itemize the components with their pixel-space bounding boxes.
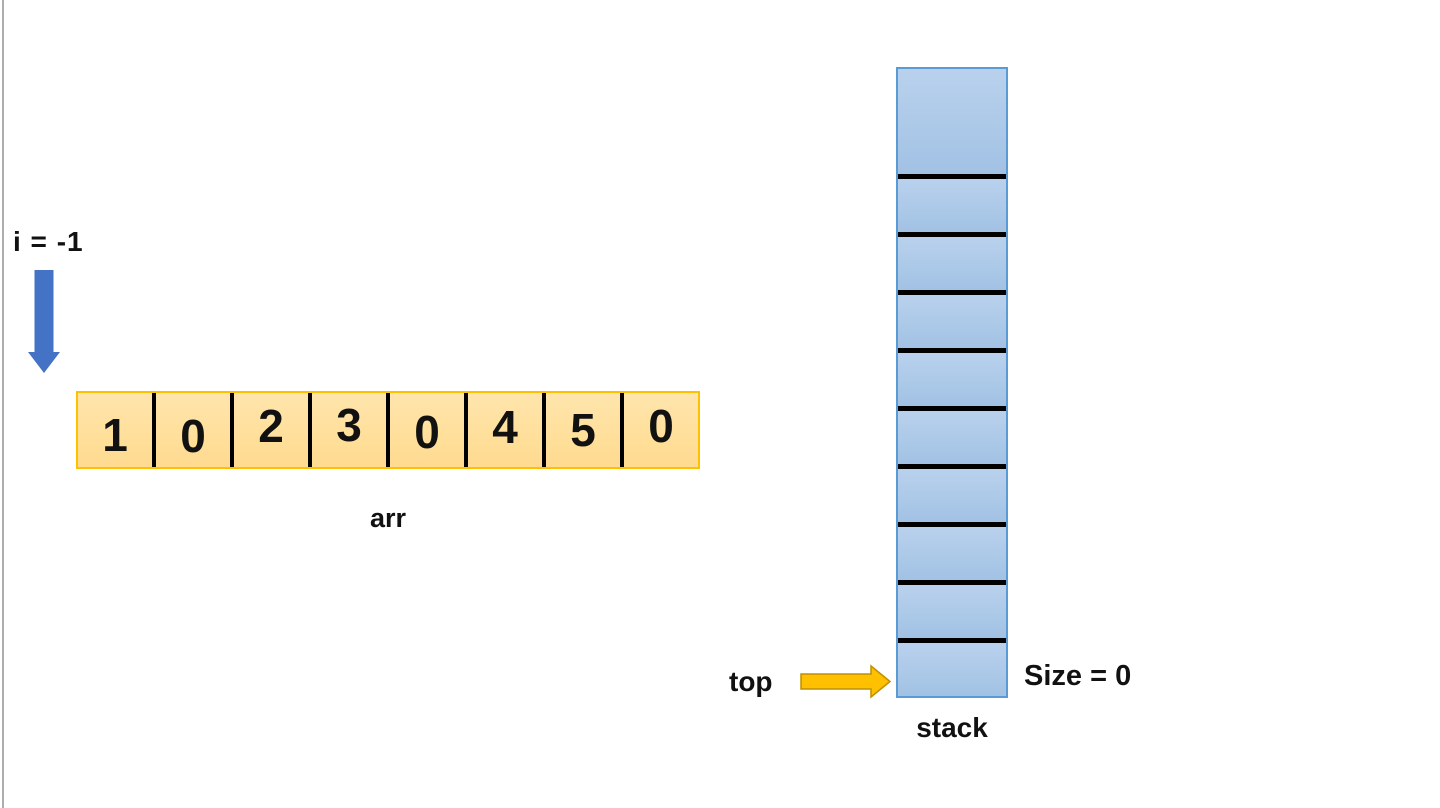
array-cell-value: 4 [492,401,518,453]
stack-cell [898,290,1006,348]
stack-cell [898,638,1006,696]
slide-left-border [2,0,4,808]
array-cell-value: 0 [180,410,206,462]
array-caption: arr [369,503,407,533]
top-pointer-label: top [729,666,773,697]
stack-cell [898,580,1006,638]
array-cell-value: 2 [258,400,284,452]
stack-cell [898,174,1006,232]
down-arrow-icon [28,270,60,373]
stack-cell [898,522,1006,580]
array-cell-value: 0 [648,400,674,452]
array-cell: 0 [624,393,698,467]
array-cell: 0 [156,393,234,467]
array-cell: 5 [546,393,624,467]
size-label: Size = 0 [1024,660,1132,692]
stack-cell [898,406,1006,464]
array-cell: 1 [78,393,156,467]
stack-cell [898,232,1006,290]
stack-cell [898,69,1006,174]
stack [896,67,1008,698]
index-pointer-label: i = -1 [13,226,84,257]
array-cell-value: 3 [336,399,362,451]
right-arrow-icon [800,664,892,699]
array-cell-value: 5 [570,404,596,456]
array-cell: 3 [312,393,390,467]
array-cell: 2 [234,393,312,467]
stack-cell [898,348,1006,406]
stack-caption: stack [916,712,988,743]
array-cell: 0 [390,393,468,467]
stack-cell [898,464,1006,522]
array-cell: 4 [468,393,546,467]
array-cell-value: 1 [102,409,128,461]
array-cell-value: 0 [414,406,440,458]
